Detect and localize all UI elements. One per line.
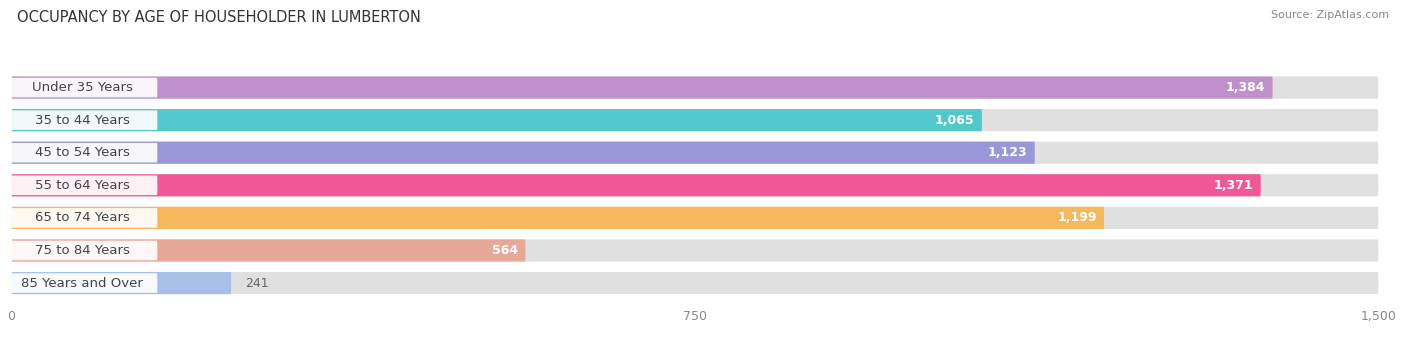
FancyBboxPatch shape [11,272,1378,294]
FancyBboxPatch shape [7,241,157,260]
Text: 85 Years and Over: 85 Years and Over [21,276,143,290]
Text: 1,384: 1,384 [1226,81,1265,94]
FancyBboxPatch shape [11,174,1261,197]
FancyBboxPatch shape [11,109,981,131]
Text: Source: ZipAtlas.com: Source: ZipAtlas.com [1271,10,1389,20]
Text: 55 to 64 Years: 55 to 64 Years [35,179,129,192]
FancyBboxPatch shape [11,239,1378,261]
FancyBboxPatch shape [7,78,157,97]
Text: 35 to 44 Years: 35 to 44 Years [35,114,129,126]
Text: 564: 564 [492,244,519,257]
Text: OCCUPANCY BY AGE OF HOUSEHOLDER IN LUMBERTON: OCCUPANCY BY AGE OF HOUSEHOLDER IN LUMBE… [17,10,420,25]
FancyBboxPatch shape [7,110,157,130]
Text: 75 to 84 Years: 75 to 84 Years [35,244,129,257]
Text: 1,123: 1,123 [988,146,1028,159]
FancyBboxPatch shape [11,207,1104,229]
FancyBboxPatch shape [11,142,1035,164]
FancyBboxPatch shape [11,109,1378,131]
FancyBboxPatch shape [7,208,157,228]
Text: 241: 241 [245,276,269,290]
FancyBboxPatch shape [11,207,1378,229]
FancyBboxPatch shape [11,142,1378,164]
FancyBboxPatch shape [7,273,157,293]
FancyBboxPatch shape [11,174,1378,197]
FancyBboxPatch shape [7,175,157,195]
Text: 1,065: 1,065 [935,114,974,126]
FancyBboxPatch shape [11,239,526,261]
FancyBboxPatch shape [11,272,231,294]
FancyBboxPatch shape [11,76,1272,99]
Text: Under 35 Years: Under 35 Years [32,81,132,94]
FancyBboxPatch shape [7,143,157,163]
Text: 45 to 54 Years: 45 to 54 Years [35,146,129,159]
Text: 1,199: 1,199 [1057,211,1097,224]
Text: 65 to 74 Years: 65 to 74 Years [35,211,129,224]
Text: 1,371: 1,371 [1213,179,1254,192]
FancyBboxPatch shape [11,76,1378,99]
